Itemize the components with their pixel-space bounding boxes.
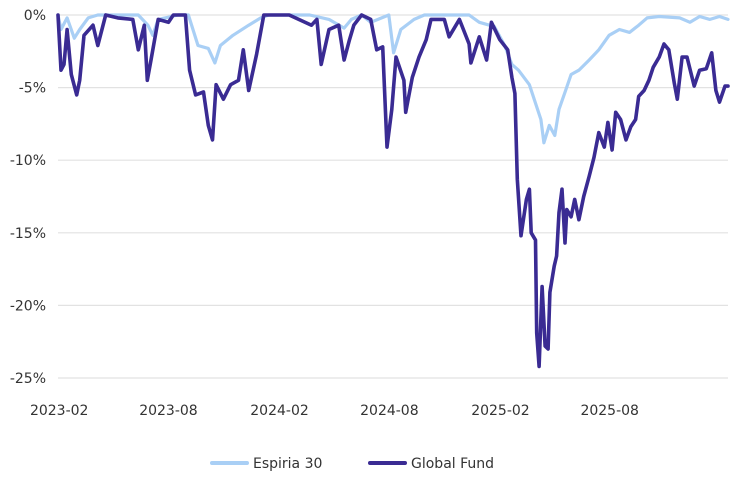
- y-tick-label: -20%: [10, 298, 46, 314]
- y-tick-label: -5%: [19, 81, 46, 97]
- series-lines: [56, 13, 730, 369]
- y-axis: 0% -5% -10% -15% -20% -25%: [10, 8, 46, 387]
- y-tick-label: -25%: [10, 371, 46, 387]
- legend-item: Global Fund: [368, 456, 494, 472]
- x-tick-label: 2024-02: [250, 403, 309, 419]
- x-tick-label: 2025-08: [580, 403, 639, 419]
- x-tick-label: 2025-02: [471, 403, 530, 419]
- legend-item: Espiria 30: [210, 456, 322, 472]
- legend-label: Global Fund: [411, 456, 494, 472]
- gridlines: [58, 14, 728, 379]
- series-line-global-fund: [56, 13, 730, 369]
- y-tick-label: 0%: [24, 8, 46, 24]
- x-tick-label: 2024-08: [360, 403, 419, 419]
- x-axis: 2023-02 2023-08 2024-02 2024-08 2025-02 2025-…: [30, 403, 639, 419]
- x-tick-label: 2023-02: [30, 403, 89, 419]
- legend: Espiria 30 Global Fund: [210, 456, 494, 472]
- y-tick-label: -15%: [10, 226, 46, 242]
- legend-label: Espiria 30: [253, 456, 322, 472]
- y-tick-label: -10%: [10, 153, 46, 169]
- x-tick-label: 2023-08: [139, 403, 198, 419]
